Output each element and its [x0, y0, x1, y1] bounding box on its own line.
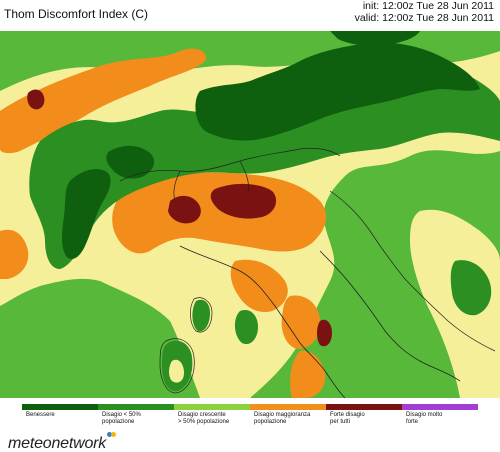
dark-green-zone-swiss: [106, 145, 155, 179]
border-alps: [119, 147, 341, 202]
legend-swatch-1: [22, 404, 98, 410]
green-zone-corsica: [192, 299, 210, 332]
legend-label-3: Disagio crescente > 50% popolazione: [178, 412, 230, 425]
red-zone-alps-west: [27, 89, 45, 110]
legend-swatch-6: [402, 404, 478, 410]
red-zone-lombardy: [210, 183, 277, 219]
logo-text: meteonetwork: [8, 435, 107, 452]
legend-swatch-3: [174, 404, 250, 410]
dark-green-zone-north: [330, 31, 420, 46]
red-zone-piedmont: [168, 195, 201, 224]
legend: Benessere Disagio < 50% popolazione Disa…: [22, 404, 478, 426]
legend-swatch-2: [98, 404, 174, 410]
legend-label-1: Benessere: [26, 412, 55, 418]
logo-dots-icon: [107, 432, 117, 442]
legend-swatch-4: [250, 404, 326, 410]
yellow-zone-adriatic-coast: [410, 209, 500, 398]
orange-zone-south: [290, 350, 326, 398]
orange-zone-west-coast: [0, 229, 29, 279]
yellow-zone-sardinia: [169, 359, 184, 383]
legend-label-6: Disagio molto forte: [406, 412, 443, 425]
coastline-italy: [179, 245, 461, 398]
legend-label-2: Disagio < 50% popolazione: [102, 412, 141, 425]
orange-zone-central: [281, 295, 321, 349]
legend-label-5: Forte disagio per tutti: [330, 412, 365, 425]
orange-zone-north-west: [0, 48, 206, 154]
coastline-corsica: [190, 297, 213, 333]
coastline-adriatic: [329, 190, 496, 352]
legend-label-4: Disagio maggioranza popolazione: [254, 412, 311, 425]
valid-time: valid: 12:00z Tue 28 Jun 2011: [354, 12, 494, 24]
meteonetwork-logo: meteonetwork: [8, 432, 117, 452]
dark-green-zone-alps-west: [62, 169, 111, 260]
green-zone-apennines: [234, 309, 258, 345]
legend-swatch-5: [326, 404, 402, 410]
map-title: Thom Discomfort Index (C): [4, 7, 149, 21]
green-zone-balkans: [450, 260, 492, 316]
init-time: init: 12:00z Tue 28 Jun 2011: [362, 0, 494, 12]
coastline-sardinia: [159, 338, 195, 394]
dark-green-zone-alps-east: [195, 42, 480, 141]
run-info: init: 12:00z Tue 28 Jun 2011 valid: 12:0…: [355, 0, 494, 24]
discomfort-map: [0, 31, 500, 398]
orange-zone-tuscany: [230, 259, 288, 313]
green-zone-alps: [29, 51, 500, 269]
red-zone-south: [317, 319, 332, 347]
legend-color-bar: [22, 404, 478, 410]
